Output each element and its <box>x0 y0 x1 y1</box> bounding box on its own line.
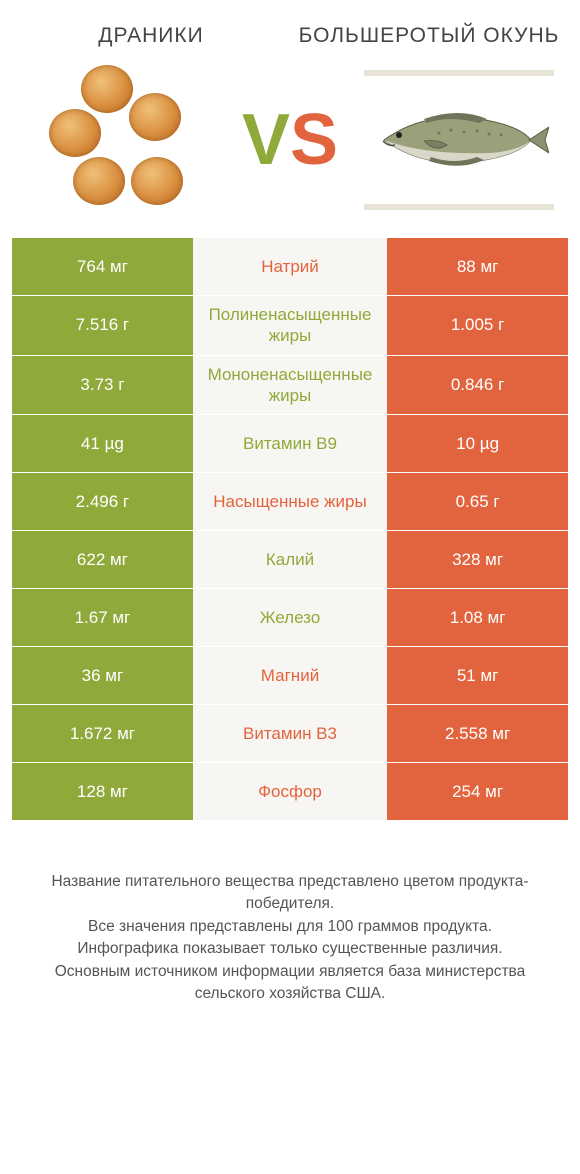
table-row: 36 мгМагний51 мг <box>12 647 568 705</box>
right-food-image <box>350 60 568 220</box>
pancake-icon <box>49 109 101 157</box>
pancake-icon <box>81 65 133 113</box>
nutrient-label-cell: Магний <box>193 647 387 704</box>
vs-label: VS <box>230 104 350 176</box>
nutrition-table: 764 мгНатрий88 мг7.516 гПолиненасыщенные… <box>12 238 568 821</box>
footer-line: Основным источником информации является … <box>22 961 558 1006</box>
footer-line: Название питательного вещества представл… <box>22 871 558 916</box>
nutrient-label-cell: Витамин B3 <box>193 705 387 762</box>
nutrient-label-cell: Калий <box>193 531 387 588</box>
right-value-cell: 10 µg <box>387 415 568 472</box>
table-row: 1.67 мгЖелезо1.08 мг <box>12 589 568 647</box>
right-value-cell: 2.558 мг <box>387 705 568 762</box>
pancake-icon <box>73 157 125 205</box>
left-value-cell: 3.73 г <box>12 356 193 415</box>
nutrient-label-cell: Полиненасыщенные жиры <box>193 296 387 355</box>
left-value-cell: 128 мг <box>12 763 193 820</box>
table-row: 622 мгКалий328 мг <box>12 531 568 589</box>
pancake-icon <box>129 93 181 141</box>
nutrient-label-cell: Мононенасыщенные жиры <box>193 356 387 415</box>
title-left: ДРАНИКИ <box>12 24 290 48</box>
vs-s-letter: S <box>290 100 338 180</box>
table-row: 7.516 гПолиненасыщенные жиры1.005 г <box>12 296 568 356</box>
images-row: VS <box>12 60 568 220</box>
right-value-cell: 1.08 мг <box>387 589 568 646</box>
left-food-image <box>12 60 230 220</box>
table-row: 41 µgВитамин B910 µg <box>12 415 568 473</box>
left-value-cell: 622 мг <box>12 531 193 588</box>
nutrient-label-cell: Фосфор <box>193 763 387 820</box>
table-row: 2.496 гНасыщенные жиры0.65 г <box>12 473 568 531</box>
left-value-cell: 1.67 мг <box>12 589 193 646</box>
table-row: 3.73 гМононенасыщенные жиры0.846 г <box>12 356 568 416</box>
left-value-cell: 7.516 г <box>12 296 193 355</box>
footer-notes: Название питательного вещества представл… <box>12 871 568 1026</box>
pancake-icon <box>131 157 183 205</box>
fish-icon <box>369 105 549 175</box>
right-value-cell: 1.005 г <box>387 296 568 355</box>
table-row: 764 мгНатрий88 мг <box>12 238 568 296</box>
left-value-cell: 764 мг <box>12 238 193 295</box>
nutrient-label-cell: Насыщенные жиры <box>193 473 387 530</box>
footer-line: Все значения представлены для 100 граммо… <box>22 916 558 938</box>
right-value-cell: 328 мг <box>387 531 568 588</box>
nutrient-label-cell: Железо <box>193 589 387 646</box>
vs-v-letter: V <box>242 100 290 180</box>
left-value-cell: 1.672 мг <box>12 705 193 762</box>
infographic-container: ДРАНИКИ БОЛЬШЕРОТЫЙ ОКУНЬ VS <box>0 0 580 1026</box>
right-value-cell: 0.65 г <box>387 473 568 530</box>
header-row: ДРАНИКИ БОЛЬШЕРОТЫЙ ОКУНЬ <box>12 24 568 48</box>
table-row: 128 мгФосфор254 мг <box>12 763 568 821</box>
left-value-cell: 41 µg <box>12 415 193 472</box>
draniki-illustration <box>41 65 201 215</box>
right-value-cell: 254 мг <box>387 763 568 820</box>
nutrient-label-cell: Натрий <box>193 238 387 295</box>
left-value-cell: 36 мг <box>12 647 193 704</box>
right-value-cell: 51 мг <box>387 647 568 704</box>
fish-illustration <box>364 70 554 210</box>
left-value-cell: 2.496 г <box>12 473 193 530</box>
right-value-cell: 0.846 г <box>387 356 568 415</box>
footer-line: Инфографика показывает только существенн… <box>22 938 558 960</box>
table-row: 1.672 мгВитамин B32.558 мг <box>12 705 568 763</box>
nutrient-label-cell: Витамин B9 <box>193 415 387 472</box>
title-right: БОЛЬШЕРОТЫЙ ОКУНЬ <box>290 24 568 48</box>
right-value-cell: 88 мг <box>387 238 568 295</box>
